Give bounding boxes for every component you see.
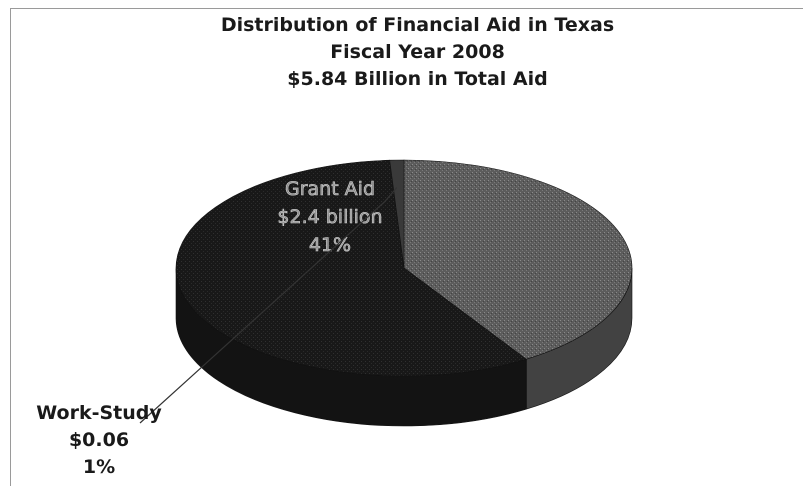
- grant-aid-value: $2.4 billion: [277, 206, 382, 228]
- pie-slice-work-study: [389, 159, 405, 269]
- grant-aid-name: Grant Aid: [285, 178, 375, 200]
- work-study-leader-line: [139, 187, 398, 424]
- chart-title-block: Distribution of Financial Aid in Texas F…: [0, 12, 809, 93]
- work-study-value: $0.06: [68, 429, 130, 451]
- work-study-percent: 1%: [82, 456, 116, 478]
- pie-top: [175, 159, 633, 377]
- work-study-label: Work-Study $0.06 1%: [24, 400, 174, 481]
- pie-slice-slice-2: [175, 159, 527, 377]
- pie-slice-grant-aid: [403, 159, 633, 360]
- chart-subtitle: Fiscal Year 2008: [330, 41, 505, 63]
- pie-inside-labels: Grant Aid $2.4 billion 41%: [277, 178, 383, 257]
- grant-aid-percent: 41%: [309, 234, 351, 256]
- chart-total-label: $5.84 Billion in Total Aid: [287, 68, 548, 90]
- work-study-name: Work-Study: [36, 402, 162, 424]
- chart-title: Distribution of Financial Aid in Texas: [220, 14, 615, 36]
